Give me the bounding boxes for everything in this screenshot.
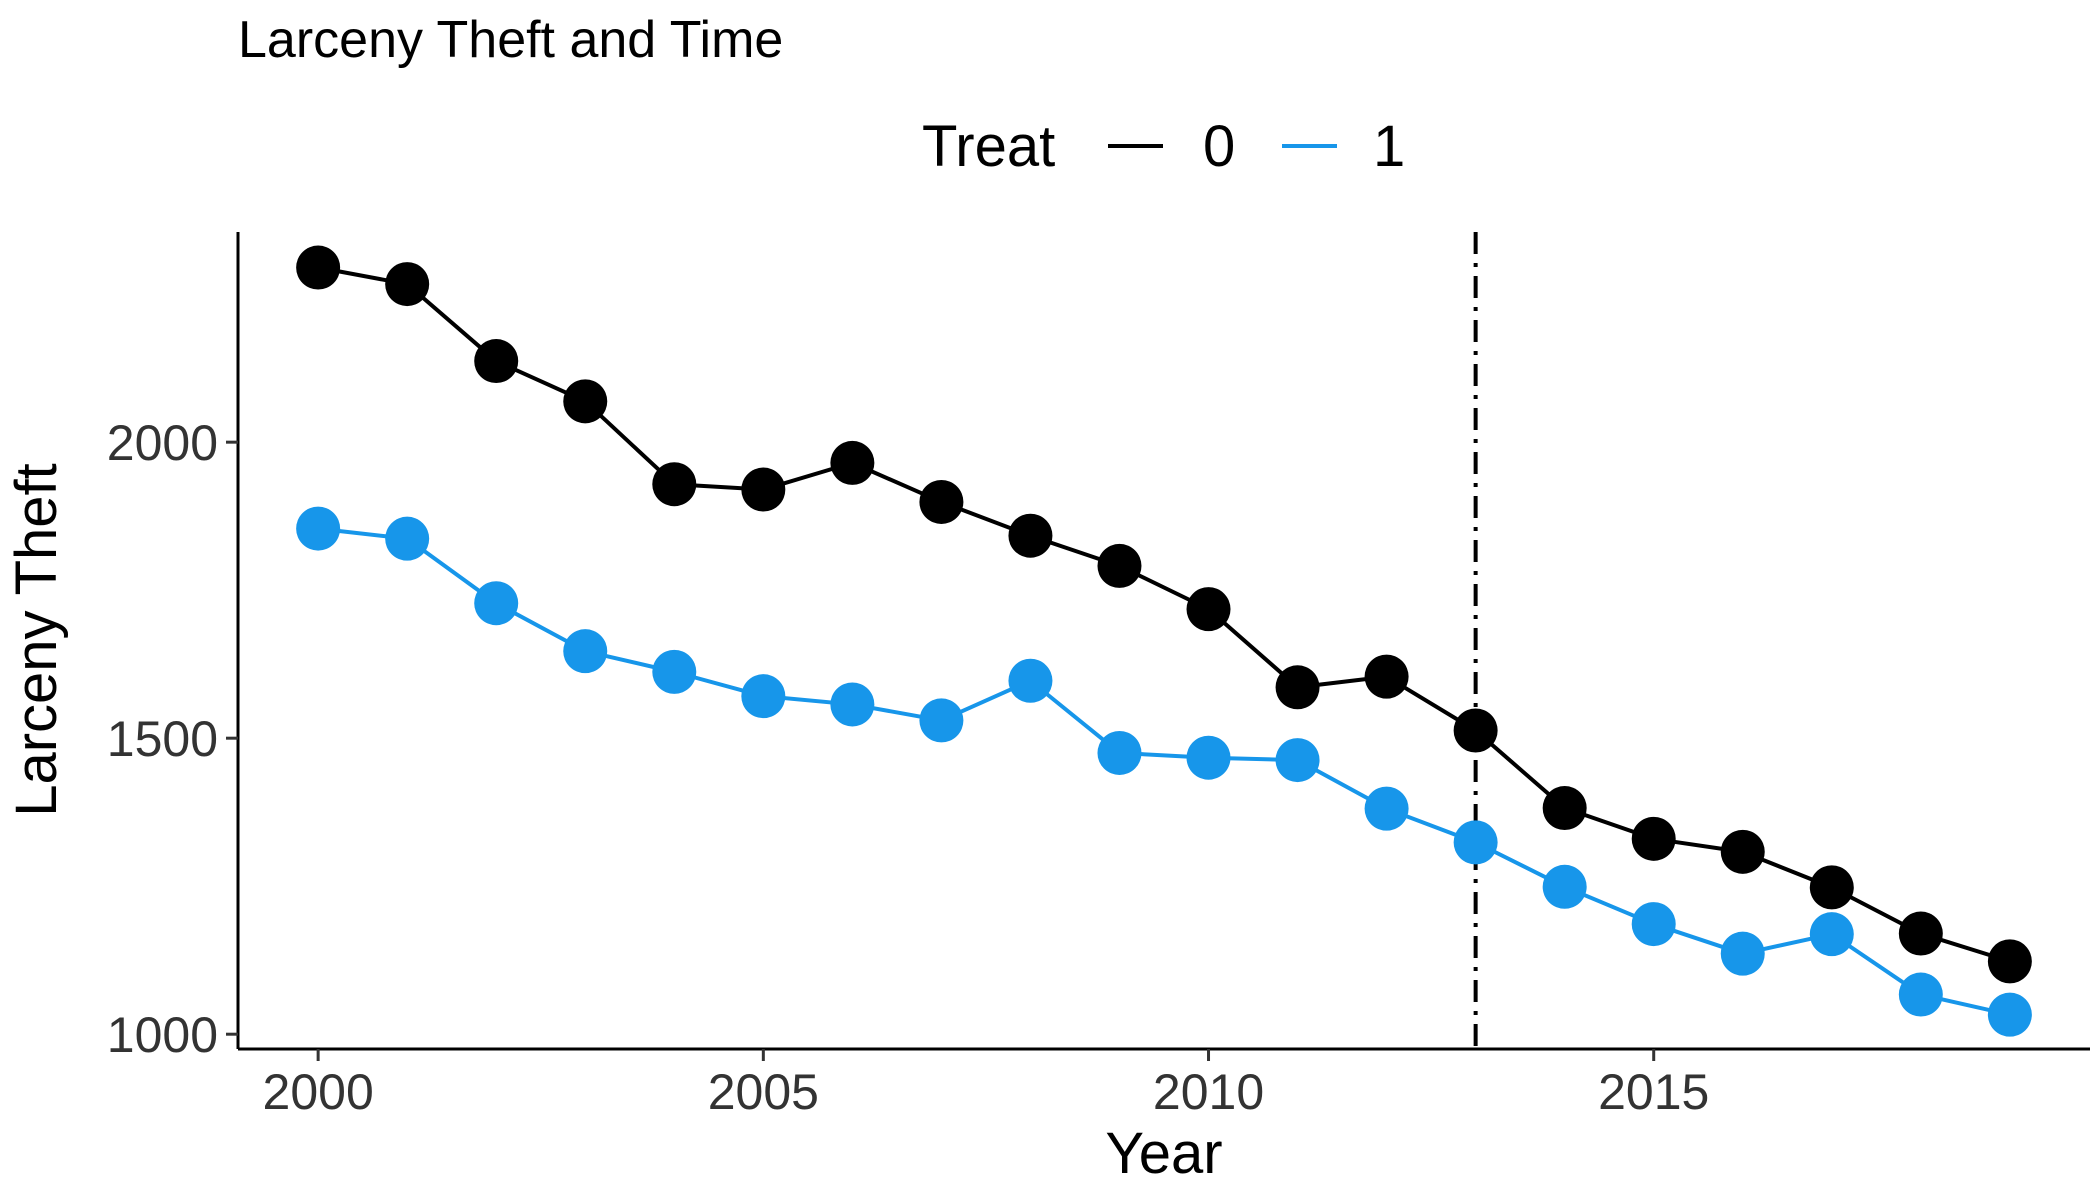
data-point <box>1364 654 1409 699</box>
data-point <box>1008 513 1053 558</box>
data-point <box>1542 786 1587 831</box>
axes: 2000 2005 2010 2015 1000 1500 2000 <box>107 232 2090 1120</box>
data-point <box>1631 816 1676 861</box>
data-point <box>385 516 430 561</box>
y-ticks: 1000 1500 2000 <box>107 415 238 1063</box>
y-tick-label: 2000 <box>107 415 218 471</box>
data-point <box>1453 708 1498 753</box>
data-point <box>1186 735 1231 780</box>
data-point <box>474 339 519 384</box>
x-tick-label: 2000 <box>263 1064 374 1120</box>
data-point <box>830 440 875 485</box>
x-axis-title: Year <box>1105 1121 1222 1186</box>
data-point <box>1275 738 1320 783</box>
legend-label: 0 <box>1203 114 1235 179</box>
data-point <box>919 479 964 524</box>
x-tick-label: 2005 <box>708 1064 819 1120</box>
data-point <box>1275 665 1320 710</box>
data-point <box>1720 931 1765 976</box>
data-point <box>563 379 608 424</box>
legend-title: Treat <box>922 114 1055 179</box>
data-point <box>1631 902 1676 947</box>
legend-label: 1 <box>1373 114 1405 179</box>
chart-title: Larceny Theft and Time <box>238 11 783 69</box>
data-point <box>385 262 430 307</box>
data-point <box>296 506 341 551</box>
x-tick-label: 2015 <box>1598 1064 1709 1120</box>
data-point <box>741 467 786 512</box>
data-point <box>1898 911 1943 956</box>
data-point <box>741 674 786 719</box>
data-point <box>1453 820 1498 865</box>
x-tick-label: 2010 <box>1153 1064 1264 1120</box>
data-point <box>563 629 608 674</box>
y-tick-label: 1500 <box>107 711 218 767</box>
data-point <box>1364 786 1409 831</box>
data-point <box>830 682 875 727</box>
data-point <box>652 462 697 507</box>
plot-area <box>296 232 2032 1049</box>
data-point <box>919 698 964 743</box>
data-point <box>1097 730 1142 775</box>
data-point <box>1008 658 1053 703</box>
series-1 <box>296 506 2032 1037</box>
data-point <box>1987 992 2032 1037</box>
data-point <box>652 649 697 694</box>
data-point <box>1186 587 1231 632</box>
data-point <box>1898 972 1943 1017</box>
y-tick-label: 1000 <box>107 1007 218 1063</box>
data-point <box>1097 543 1142 588</box>
data-point <box>474 581 519 626</box>
data-point <box>296 245 341 290</box>
y-axis-title: Larceny Theft <box>4 463 69 817</box>
data-point <box>1809 912 1854 957</box>
data-point <box>1987 939 2032 984</box>
x-ticks: 2000 2005 2010 2015 <box>263 1049 1709 1120</box>
data-point <box>1720 829 1765 874</box>
series-0 <box>296 245 2032 984</box>
data-point <box>1542 864 1587 909</box>
data-point <box>1809 865 1854 910</box>
